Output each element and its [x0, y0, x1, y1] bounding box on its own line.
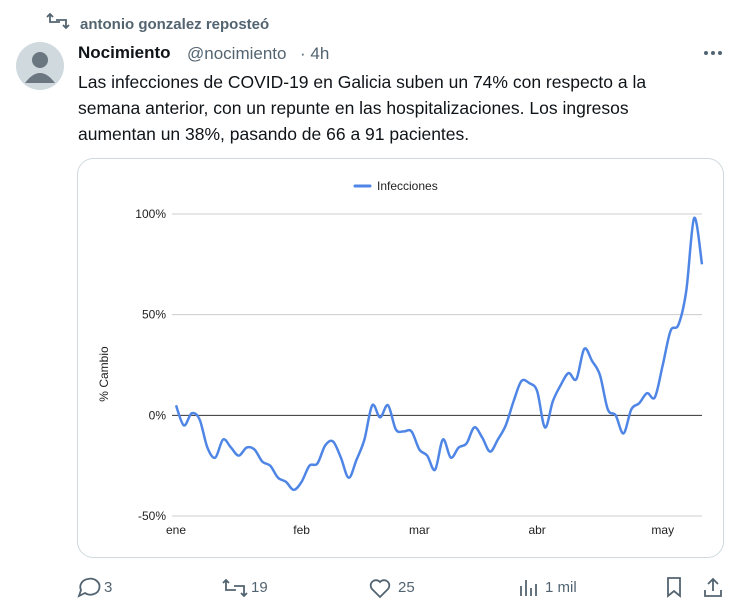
y-tick-label: 0%	[149, 408, 167, 422]
action-icons	[77, 577, 722, 599]
like-count: 25	[398, 579, 415, 596]
repost-label: antonio gonzalez reposteó	[80, 16, 270, 33]
series-line	[174, 216, 704, 492]
bookmark-icon[interactable]	[667, 577, 681, 598]
post-text: Las infecciones de COVID-19 en Galicia s…	[78, 72, 647, 144]
x-tick-label: may	[651, 523, 674, 537]
legend-label: Infecciones	[377, 179, 438, 193]
x-tick-label: abr	[528, 523, 545, 537]
reply-icon[interactable]	[77, 577, 101, 598]
x-tick-label: mar	[409, 523, 430, 537]
repost-count: 19	[251, 579, 268, 596]
chart: -50% 0% 50% 100% ene feb mar abr may % Cambio Infe…	[97, 179, 704, 537]
author-name[interactable]: Nocimiento	[78, 43, 171, 62]
repost-button[interactable]	[222, 578, 248, 598]
y-tick-label: 50%	[142, 308, 166, 322]
y-tick-label: -50%	[138, 509, 166, 523]
avatar-head	[32, 52, 48, 68]
like-icon[interactable]	[369, 579, 391, 599]
author-handle[interactable]: @nocimiento	[187, 44, 287, 63]
chart-card[interactable]	[77, 158, 724, 558]
share-icon[interactable]	[704, 577, 722, 597]
x-tick-label: feb	[293, 523, 310, 537]
avatar-body	[25, 73, 55, 83]
y-axis-label: % Cambio	[97, 346, 111, 402]
repost-icon	[46, 12, 70, 30]
x-tick-label: ene	[166, 523, 186, 537]
view-count: 1 mil	[545, 579, 577, 596]
y-tick-label: 100%	[135, 207, 166, 221]
reply-count: 3	[104, 579, 113, 596]
more-icon[interactable]	[704, 51, 722, 55]
views-icon[interactable]	[520, 580, 537, 596]
post-time[interactable]: · 4h	[300, 44, 330, 63]
